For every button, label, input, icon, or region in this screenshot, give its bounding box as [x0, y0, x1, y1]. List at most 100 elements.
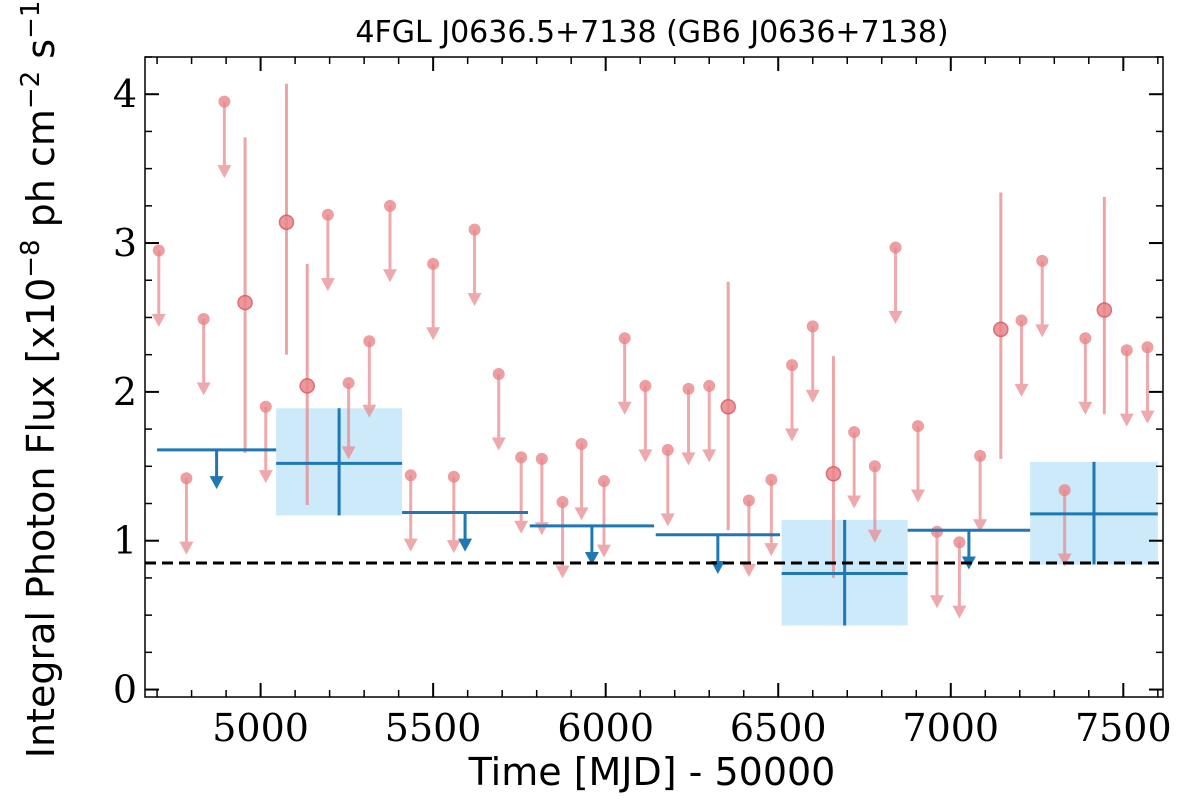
- short-bin-upper-limit-point: [1015, 314, 1028, 327]
- x-tick-label: 6000: [557, 706, 654, 750]
- short-bin-upper-limit-point: [661, 443, 674, 456]
- short-bin-detection-point: [278, 214, 295, 230]
- short-bin-upper-limit-arrow-head: [929, 595, 944, 609]
- short-bin-upper-limit-point: [1036, 254, 1049, 267]
- y-axis-label-part: s: [19, 39, 63, 71]
- short-bin-upper-limit-point: [404, 469, 417, 482]
- short-bin-upper-limit-arrow: [534, 458, 549, 536]
- short-bin-upper-limit-arrow-head: [196, 382, 211, 396]
- short-bin-upper-limit-arrow: [638, 385, 653, 463]
- short-bin-upper-limit-arrow-head: [574, 507, 589, 521]
- short-bin-upper-limit-arrow: [952, 542, 967, 619]
- short-bin-upper-limit-arrow-head: [383, 269, 398, 283]
- short-bin-upper-limit-arrow-head: [179, 541, 194, 555]
- short-bin-upper-limit-point: [868, 460, 881, 473]
- short-bin-upper-limit-arrow-head: [888, 310, 903, 324]
- short-bin-upper-limit-point: [342, 376, 355, 389]
- short-bin-upper-limit-arrow-head: [1057, 553, 1072, 567]
- short-bin-upper-limit-arrow: [617, 338, 632, 415]
- short-bin-upper-limit-point: [639, 379, 652, 392]
- short-bin-upper-limit-arrow-head: [403, 538, 418, 552]
- y-axis-label: Integral Photon Flux [x10−8 ph cm−2 s−1]: [16, 0, 63, 758]
- short-bin-upper-limit-arrow: [1035, 260, 1050, 338]
- short-bin-upper-limit-point: [1120, 344, 1133, 357]
- short-bin-upper-limit-arrow: [383, 205, 398, 283]
- short-bin-upper-limit-arrow-head: [1119, 413, 1134, 427]
- y-tick-label: 3: [113, 221, 137, 265]
- short-bin-upper-limit-arrow: [785, 365, 800, 442]
- short-bin-upper-limit-point: [848, 426, 861, 439]
- short-bin-upper-limit-arrow-head: [217, 165, 232, 179]
- short-bin-upper-limit-arrow: [702, 385, 717, 463]
- short-bin-upper-limit-arrow-head: [341, 446, 356, 460]
- short-bin-upper-limit-point: [806, 320, 819, 333]
- short-bin-upper-limit-arrow-head: [910, 489, 925, 503]
- short-bin-upper-limit-arrow: [362, 341, 377, 418]
- short-bin-upper-limit-arrow-head: [426, 327, 441, 341]
- y-axis-label-part: Integral Photon Flux [x10: [19, 278, 63, 759]
- short-bin-upper-limit-point: [953, 536, 966, 549]
- y-axis-label-part: ph cm: [19, 109, 63, 239]
- short-bin-upper-limit-arrow: [320, 214, 335, 292]
- short-bin-upper-limit-arrow-head: [514, 520, 529, 534]
- short-bin-upper-limit-point: [535, 452, 548, 465]
- y-axis-label-part: ]: [19, 0, 63, 1]
- short-bin-upper-limit-point: [259, 400, 272, 413]
- short-bin-upper-limit-arrow-head: [952, 605, 967, 619]
- x-tick-label: 7500: [1075, 706, 1172, 750]
- short-bin-upper-limit-arrow: [426, 263, 441, 341]
- short-bin-upper-limit-arrow: [341, 382, 356, 460]
- long-bin-upper-limit-arrow: [458, 512, 473, 552]
- short-bin-upper-limit-arrow: [258, 406, 273, 484]
- y-tick-label: 0: [113, 668, 137, 712]
- short-bin-detection-point: [720, 399, 736, 415]
- short-bin-upper-limit-point: [742, 494, 755, 507]
- short-bin-upper-limit-point: [180, 472, 193, 485]
- short-bin-upper-limit-point: [703, 379, 716, 392]
- short-bin-upper-limit-point: [765, 473, 778, 486]
- short-bin-upper-limit-point: [197, 312, 210, 325]
- x-tick-label: 7000: [902, 706, 999, 750]
- short-bin-upper-limit-point: [911, 420, 924, 433]
- long-bin-upper-limit-arrow: [209, 449, 224, 490]
- short-bin-upper-limit-arrow-head: [555, 565, 570, 579]
- long-bin-upper-limit-arrow-head: [584, 552, 599, 566]
- short-bin-detection-point: [993, 321, 1009, 338]
- plot-frame: [144, 56, 1164, 698]
- x-tick-label: 5500: [385, 706, 482, 750]
- short-bin-upper-limit-arrow-head: [847, 495, 862, 509]
- chart-title: 4FGL J0636.5+7138 (GB6 J0636+7138): [355, 15, 948, 50]
- short-bin-upper-limit-arrow-head: [1140, 410, 1155, 424]
- short-bin-upper-limit-point: [682, 382, 695, 395]
- short-bin-upper-limit-arrow-head: [258, 470, 273, 484]
- short-bin-upper-limit-arrow-head: [596, 544, 611, 558]
- long-bin-upper-limit-arrow: [584, 525, 599, 566]
- short-bin-upper-limit-point: [575, 437, 588, 450]
- short-bin-detection-point: [237, 294, 253, 311]
- short-bin-upper-limit-arrow-head: [467, 293, 482, 307]
- short-bin-upper-limit-arrow: [888, 247, 903, 324]
- short-bin-upper-limit-arrow: [467, 229, 482, 307]
- x-tick-label: 6500: [730, 706, 827, 750]
- short-bin-upper-limit-arrow: [973, 455, 988, 533]
- short-bin-upper-limit-arrow-head: [660, 513, 675, 527]
- y-tick-label: 4: [113, 72, 137, 116]
- short-bin-upper-limit-arrow: [660, 449, 675, 527]
- x-axis-label: Time [MJD] - 50000: [468, 750, 836, 794]
- short-bin-upper-limit-arrow-head: [867, 529, 882, 543]
- short-bin-upper-limit-arrow: [491, 374, 506, 451]
- short-bin-upper-limit-arrow: [179, 478, 194, 555]
- short-bin-upper-limit-arrow-head: [320, 278, 335, 292]
- short-bin-upper-limit-arrow: [764, 479, 779, 557]
- x-tick-label: 5000: [212, 706, 309, 750]
- short-bin-upper-limit-point: [1141, 341, 1154, 354]
- short-bin-upper-limit-point: [427, 257, 440, 270]
- short-bin-upper-limit-point: [889, 241, 902, 254]
- short-bin-upper-limit-point: [515, 451, 528, 464]
- short-bin-upper-limit-arrow: [1014, 320, 1029, 397]
- short-bin-upper-limit-arrow-head: [491, 437, 506, 451]
- short-bin-upper-limit-point: [597, 475, 610, 488]
- short-bin-upper-limit-arrow-head: [785, 428, 800, 442]
- short-bin-upper-limit-point: [1079, 332, 1092, 345]
